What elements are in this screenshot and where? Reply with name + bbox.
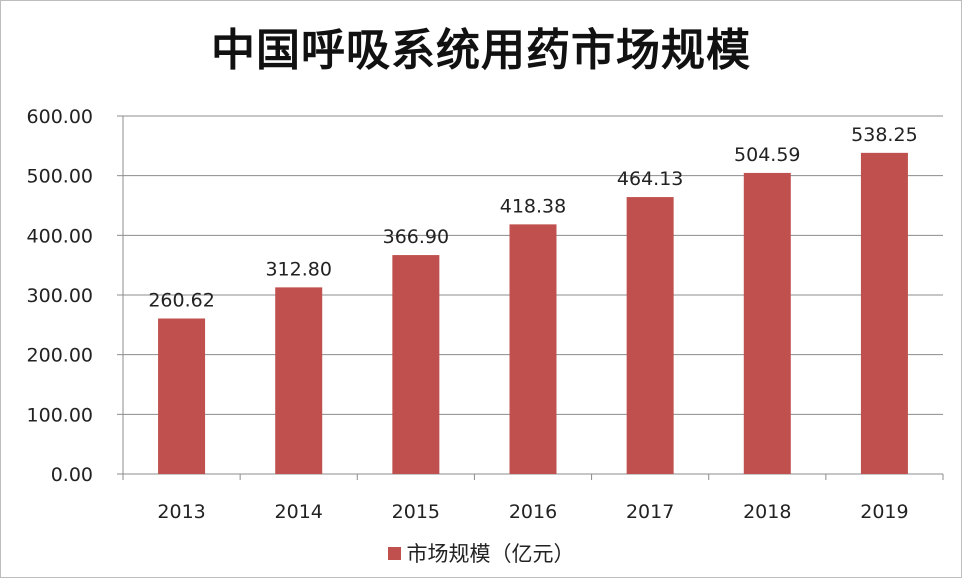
legend-swatch — [387, 546, 401, 560]
legend-label: 市场规模（亿元） — [406, 542, 575, 566]
bar — [275, 287, 323, 474]
y-tick-label: 600.00 — [27, 106, 93, 128]
y-tick-label: 400.00 — [27, 225, 93, 247]
data-label: 312.80 — [265, 258, 331, 280]
y-tick-label: 100.00 — [27, 404, 93, 426]
chart-title: 中国呼吸系统用药市场规模 — [211, 25, 751, 76]
bar — [743, 172, 791, 474]
x-tick-label: 2018 — [743, 501, 791, 523]
data-label: 366.90 — [383, 226, 449, 248]
legend: 市场规模（亿元） — [0, 538, 962, 568]
x-tick-label: 2019 — [860, 501, 908, 523]
x-tick-label: 2014 — [275, 501, 323, 523]
bar — [860, 152, 908, 474]
y-tick-label: 0.00 — [51, 464, 93, 486]
x-tick-label: 2015 — [392, 501, 440, 523]
data-label: 504.59 — [734, 144, 800, 166]
bar — [158, 318, 206, 474]
data-label: 538.25 — [851, 124, 917, 146]
data-label: 464.13 — [617, 168, 683, 190]
y-tick-label: 300.00 — [27, 285, 93, 307]
bar — [392, 255, 440, 474]
y-tick-label: 200.00 — [27, 345, 93, 367]
data-label: 260.62 — [148, 289, 214, 311]
bar — [509, 224, 557, 474]
data-label: 418.38 — [500, 195, 566, 217]
x-tick-label: 2016 — [509, 501, 557, 523]
y-tick-label: 500.00 — [27, 166, 93, 188]
x-tick-label: 2017 — [626, 501, 674, 523]
bar — [626, 197, 674, 475]
x-tick-label: 2013 — [157, 501, 205, 523]
